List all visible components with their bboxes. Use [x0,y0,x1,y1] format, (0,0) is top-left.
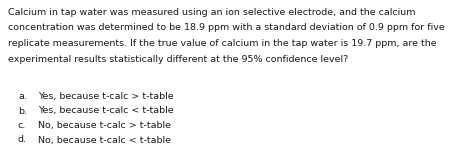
Text: b.: b. [18,107,27,116]
Text: d.: d. [18,135,27,144]
Text: No, because t-calc < t-table: No, because t-calc < t-table [38,135,171,144]
Text: c.: c. [18,121,26,130]
Text: Yes, because t-calc > t-table: Yes, because t-calc > t-table [38,92,173,101]
Text: Calcium in tap water was measured using an ion selective electrode, and the calc: Calcium in tap water was measured using … [8,8,416,17]
Text: No, because t-calc > t-table: No, because t-calc > t-table [38,121,171,130]
Text: concentration was determined to be 18.9 ppm with a standard deviation of 0.9 ppm: concentration was determined to be 18.9 … [8,24,445,33]
Text: replicate measurements. If the true value of calcium in the tap water is 19.7 pp: replicate measurements. If the true valu… [8,39,437,48]
Text: a.: a. [18,92,27,101]
Text: Yes, because t-calc < t-table: Yes, because t-calc < t-table [38,107,173,116]
Text: experimental results statistically different at the 95% confidence level?: experimental results statistically diffe… [8,54,348,64]
